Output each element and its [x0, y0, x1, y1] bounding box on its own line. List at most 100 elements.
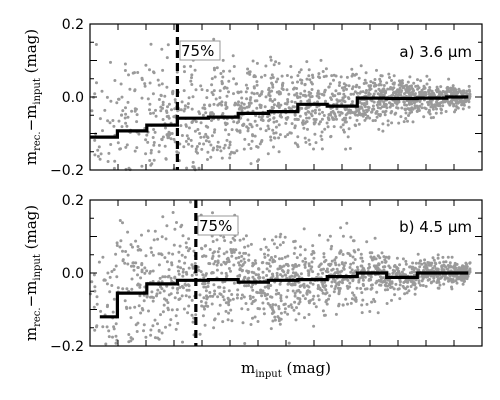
scatter-point	[296, 135, 300, 139]
scatter-point	[385, 81, 389, 85]
scatter-point	[321, 110, 324, 114]
scatter-point	[349, 270, 353, 274]
scatter-point	[184, 270, 188, 274]
scatter-point	[333, 279, 337, 283]
scatter-point	[360, 303, 364, 307]
scatter-point	[329, 134, 333, 138]
scatter-point	[148, 68, 151, 72]
scatter-point	[379, 80, 383, 83]
scatter-point	[279, 299, 283, 303]
scatter-point	[239, 296, 243, 300]
scatter-point	[329, 113, 333, 117]
scatter-point	[157, 328, 161, 332]
scatter-point	[322, 114, 326, 117]
scatter-point	[181, 340, 184, 344]
scatter-point	[354, 72, 358, 76]
scatter-point	[255, 83, 259, 87]
scatter-point	[98, 157, 102, 161]
scatter-point	[274, 80, 278, 84]
scatter-point	[390, 280, 394, 284]
scatter-point	[277, 305, 281, 308]
scatter-point	[331, 94, 335, 98]
scatter-point	[299, 245, 302, 249]
scatter-point	[302, 284, 306, 288]
scatter-point	[404, 111, 408, 115]
scatter-point	[354, 299, 358, 303]
scatter-point	[328, 234, 332, 238]
scatter-point	[157, 263, 161, 267]
scatter-point	[164, 237, 168, 241]
scatter-point	[287, 304, 291, 308]
scatter-point	[350, 87, 354, 91]
scatter-point	[291, 289, 295, 293]
scatter-point	[182, 89, 186, 93]
scatter-point	[349, 262, 353, 266]
scatter-point	[440, 264, 444, 268]
scatter-point	[149, 333, 153, 337]
scatter-point	[152, 143, 156, 147]
scatter-point	[198, 132, 202, 135]
scatter-point	[417, 261, 421, 265]
scatter-point	[461, 282, 465, 286]
scatter-point	[168, 133, 172, 137]
scatter-point	[274, 235, 278, 239]
scatter-point	[307, 299, 311, 303]
scatter-point	[215, 148, 219, 152]
scatter-point	[232, 65, 236, 68]
scatter-point	[212, 262, 216, 266]
scatter-point	[311, 76, 315, 79]
scatter-point	[274, 60, 278, 64]
scatter-point	[252, 277, 256, 281]
scatter-point	[165, 56, 169, 60]
scatter-point	[127, 333, 131, 336]
scatter-point	[272, 131, 276, 135]
scatter-point	[129, 243, 133, 247]
scatter-point	[212, 112, 215, 116]
scatter-point	[235, 121, 239, 125]
scatter-point	[123, 69, 127, 72]
scatter-point	[190, 313, 194, 317]
scatter-point	[276, 315, 280, 319]
scatter-point	[263, 252, 266, 256]
scatter-point	[221, 280, 225, 284]
scatter-point	[227, 260, 231, 264]
scatter-point	[303, 265, 307, 269]
scatter-point	[187, 284, 191, 288]
scatter-point	[246, 269, 250, 273]
scatter-point	[220, 156, 224, 160]
scatter-point	[382, 255, 386, 259]
scatter-point	[307, 110, 311, 114]
scatter-point	[374, 111, 378, 115]
scatter-point	[182, 65, 186, 69]
scatter-point	[121, 221, 124, 225]
scatter-point	[90, 280, 94, 284]
scatter-point	[249, 162, 253, 166]
scatter-point	[299, 284, 303, 288]
scatter-point	[154, 108, 157, 112]
scatter-point	[381, 129, 385, 133]
scatter-point	[379, 113, 383, 116]
scatter-point	[374, 257, 378, 261]
scatter-point	[281, 84, 284, 88]
scatter-point	[220, 81, 224, 85]
scatter-point	[148, 102, 152, 106]
scatter-point	[382, 105, 386, 108]
scatter-point	[361, 266, 365, 270]
scatter-point	[224, 128, 227, 132]
scatter-point	[320, 117, 324, 121]
scatter-point	[259, 288, 263, 292]
scatter-point	[312, 324, 316, 328]
scatter-point	[267, 119, 271, 123]
scatter-point	[106, 160, 110, 163]
scatter-point	[207, 140, 211, 144]
panel-a-label: a) 3.6 μm	[399, 43, 472, 61]
scatter-point	[423, 86, 427, 90]
scatter-point	[133, 89, 137, 93]
scatter-point	[200, 88, 204, 92]
scatter-point	[112, 325, 116, 329]
scatter-point	[347, 84, 351, 88]
scatter-point	[307, 138, 311, 142]
scatter-point	[279, 103, 283, 107]
scatter-point	[194, 120, 198, 124]
scatter-point	[148, 159, 152, 162]
